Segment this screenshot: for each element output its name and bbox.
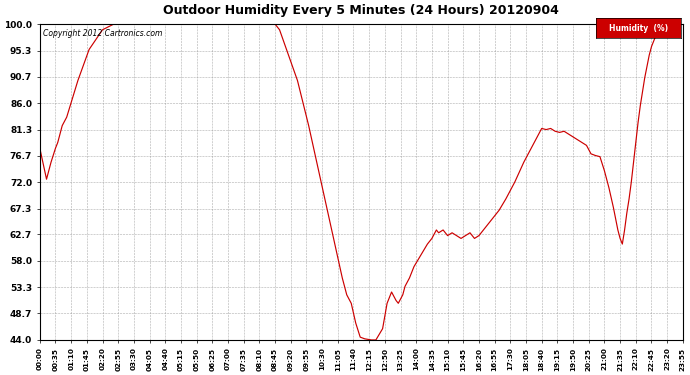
Title: Outdoor Humidity Every 5 Minutes (24 Hours) 20120904: Outdoor Humidity Every 5 Minutes (24 Hou… — [164, 4, 560, 16]
Text: Copyright 2012 Cartronics.com: Copyright 2012 Cartronics.com — [43, 29, 162, 38]
